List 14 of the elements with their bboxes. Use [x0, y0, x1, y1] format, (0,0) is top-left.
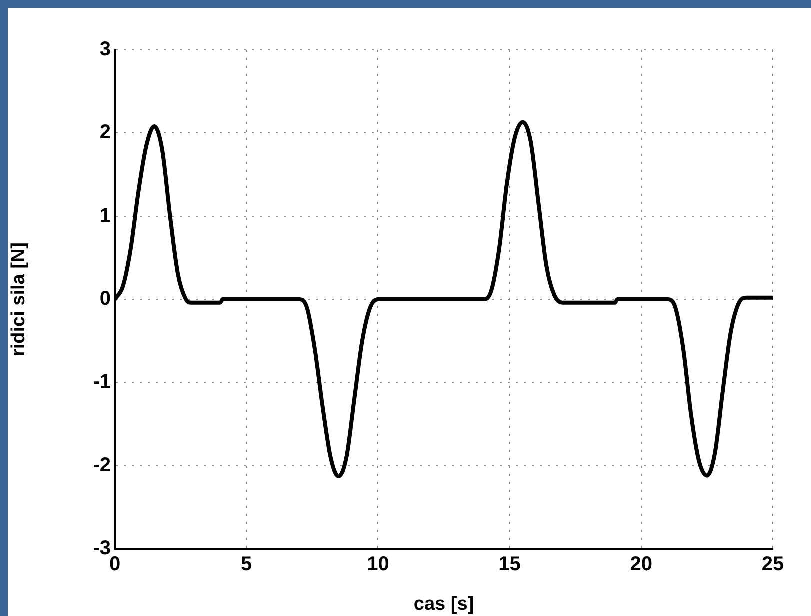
y-tick-label: -1	[93, 371, 111, 394]
x-axis-title: cas [s]	[414, 594, 474, 615]
y-tick-label: 2	[100, 122, 111, 144]
y-tick-label: 3	[100, 38, 111, 61]
y-tick-label: -2	[93, 454, 111, 476]
x-tick-label: 10	[367, 554, 390, 576]
y-axis-title: ridici sila [N]	[8, 242, 30, 357]
x-tick-label: 20	[630, 554, 653, 576]
x-tick-label: 25	[762, 554, 784, 576]
y-tick-label: 0	[100, 288, 111, 310]
y-tick-label: -3	[93, 538, 111, 560]
x-tick-label: 5	[241, 554, 252, 576]
y-tick-label: 1	[100, 204, 111, 227]
x-tick-label: 15	[498, 554, 521, 576]
